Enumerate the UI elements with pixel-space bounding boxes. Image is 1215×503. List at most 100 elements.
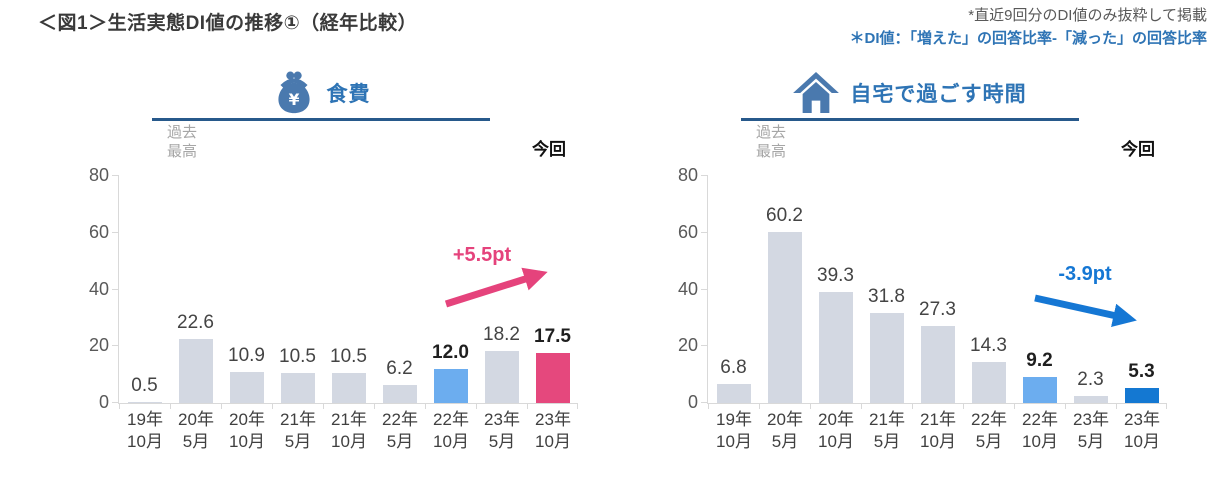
- y-axis-tick: [701, 231, 708, 233]
- y-axis-tick-label: 0: [687, 392, 698, 412]
- bar: [716, 383, 751, 403]
- past-high-label: 過去 最高: [167, 124, 198, 160]
- x-axis-category-label: 19年 10月: [127, 410, 163, 451]
- bar: [1073, 396, 1108, 403]
- bar: [280, 373, 315, 403]
- footnote-scope: *直近9回分のDI値のみ抜粋して掲載: [968, 7, 1207, 24]
- change-annotation: -3.9pt: [1058, 263, 1112, 285]
- change-annotation: +5.5pt: [452, 244, 512, 266]
- y-axis-tick: [112, 231, 119, 233]
- bar: [535, 353, 570, 403]
- x-axis-category-label: 21年 5月: [280, 410, 316, 451]
- purse-icon: ¥: [272, 70, 316, 116]
- x-axis-tick: [119, 403, 120, 409]
- bar-value-label: 39.3: [817, 264, 854, 286]
- bar: [178, 338, 213, 403]
- x-axis-category-label: 20年 10月: [818, 410, 854, 451]
- current-label: 今回: [532, 140, 566, 159]
- bar: [971, 362, 1006, 403]
- x-axis-category-label: 21年 5月: [869, 410, 905, 451]
- bar-value-label: 0.5: [131, 374, 158, 396]
- x-axis-tick: [476, 403, 477, 409]
- bar-value-label: 14.3: [970, 335, 1007, 357]
- bar: [382, 385, 417, 403]
- bar-value-label: 31.8: [868, 285, 905, 307]
- chart-header-food: ¥ 食費: [152, 68, 490, 121]
- x-axis-category-label: 20年 5月: [178, 410, 214, 451]
- y-axis-tick-label: 80: [677, 165, 698, 185]
- bar-value-label: 9.2: [1026, 349, 1053, 371]
- bar-value-label: 27.3: [919, 298, 956, 320]
- y-axis-tick: [701, 175, 708, 176]
- bar-value-label: 10.5: [330, 346, 367, 368]
- x-axis-tick: [1065, 403, 1066, 409]
- x-axis-tick: [425, 403, 426, 409]
- bar: [920, 325, 955, 403]
- x-axis-category-label: 22年 5月: [971, 410, 1007, 451]
- y-axis-tick: [112, 345, 119, 347]
- plot-area-home-time: 0 20 40 60 80 6.8 19年 10月 60.2 20年 5月 39.3 20年 10月 31.…: [678, 165, 1167, 451]
- x-axis-tick: [1116, 403, 1117, 409]
- chart-title-food: 食費: [326, 83, 371, 106]
- x-axis-tick: [323, 403, 324, 409]
- x-axis-tick: [221, 403, 222, 409]
- bar: [433, 368, 468, 403]
- bar-value-label: 17.5: [534, 326, 571, 348]
- trend-up-arrow-icon: [444, 267, 548, 308]
- y-axis-tick: [112, 402, 119, 403]
- y-axis-tick: [112, 175, 119, 176]
- x-axis-category-label: 20年 5月: [767, 410, 803, 451]
- y-axis-tick-label: 40: [88, 278, 109, 299]
- x-axis-tick: [963, 403, 964, 409]
- bar: [767, 232, 802, 403]
- y-axis-tick-label: 20: [88, 335, 109, 356]
- plot-area-food: 0 20 40 60 80 0.5 19年 10月 22.6 20年 5月 10.9 20年 10月 10.…: [89, 165, 578, 451]
- x-axis-category-label: 22年 10月: [1022, 410, 1058, 451]
- bar: [818, 291, 853, 403]
- x-axis-tick: [810, 403, 811, 409]
- x-axis-category-label: 23年 5月: [1073, 410, 1109, 451]
- past-high-label: 過去 最高: [756, 124, 787, 160]
- bar-value-label: 60.2: [766, 205, 803, 227]
- y-axis-tick-label: 40: [677, 278, 698, 299]
- x-axis-category-label: 22年 10月: [433, 410, 469, 451]
- y-axis-tick-label: 60: [677, 221, 698, 242]
- bar-value-label: 2.3: [1077, 369, 1104, 391]
- x-axis-tick: [861, 403, 862, 409]
- bar-value-label: 22.6: [177, 311, 214, 333]
- page-title: ＜図1＞生活実態DI値の推移①（経年比較）: [38, 13, 418, 34]
- y-axis-tick: [701, 288, 708, 290]
- y-axis-tick: [701, 345, 708, 347]
- footnote-di-definition: ＊DI値：「増えた」の回答比率-「減った」の回答比率: [849, 30, 1208, 47]
- chart-header-home-time: 自宅で過ごす時間: [741, 68, 1079, 121]
- y-axis-tick-label: 0: [98, 392, 109, 412]
- y-axis-tick: [701, 402, 708, 403]
- svg-text:¥: ¥: [288, 91, 299, 109]
- y-axis-tick-label: 80: [88, 165, 109, 185]
- chart-title-home-time: 自宅で過ごす時間: [850, 83, 1027, 106]
- x-axis-tick: [170, 403, 171, 409]
- y-axis-tick-label: 20: [677, 335, 698, 356]
- bar: [1124, 387, 1159, 403]
- bar-value-label: 6.8: [720, 356, 747, 378]
- bar: [127, 401, 162, 403]
- x-axis-category-label: 21年 10月: [920, 410, 956, 451]
- x-axis-category-label: 21年 10月: [331, 410, 367, 451]
- x-axis-category-label: 22年 5月: [382, 410, 418, 451]
- x-axis-tick: [374, 403, 375, 409]
- x-axis-category-label: 23年 5月: [484, 410, 520, 451]
- x-axis-category-label: 23年 10月: [1124, 410, 1160, 451]
- y-axis-tick: [112, 288, 119, 290]
- bar-value-label: 10.9: [228, 345, 265, 367]
- bar-value-label: 5.3: [1128, 360, 1155, 382]
- bar: [484, 351, 519, 403]
- bar-value-label: 12.0: [432, 341, 469, 363]
- x-axis-tick: [1166, 403, 1167, 409]
- trend-down-arrow-icon: [1034, 294, 1137, 327]
- bar: [331, 373, 366, 403]
- bar-value-label: 6.2: [386, 358, 413, 380]
- current-label: 今回: [1121, 140, 1155, 159]
- bar-value-label: 10.5: [279, 346, 316, 368]
- footnotes: *直近9回分のDI値のみ抜粋して掲載 ＊DI値：「増えた」の回答比率-「減った」…: [850, 4, 1208, 50]
